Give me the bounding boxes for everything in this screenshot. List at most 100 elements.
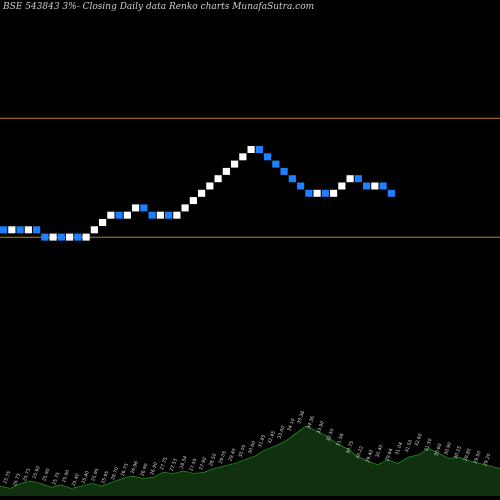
volume-label: 27.90 bbox=[198, 456, 208, 470]
renko-brick bbox=[330, 189, 338, 197]
renko-brick bbox=[239, 153, 247, 161]
renko-brick bbox=[148, 211, 156, 219]
volume-label: 34.36 bbox=[306, 415, 316, 429]
volume-label: 29.40 bbox=[365, 449, 375, 463]
volume-label: 25.90 bbox=[61, 469, 71, 483]
renko-brick bbox=[371, 182, 379, 190]
volume-label: 27.55 bbox=[188, 458, 198, 472]
renko-brick bbox=[198, 189, 206, 197]
volume-label: 29.20 bbox=[482, 453, 492, 467]
renko-brick bbox=[82, 233, 90, 241]
renko-brick bbox=[189, 197, 197, 205]
volume-label: 31.50 bbox=[404, 439, 414, 453]
renko-brick bbox=[222, 167, 230, 175]
renko-brick bbox=[165, 211, 173, 219]
volume-panel bbox=[0, 425, 500, 496]
renko-brick bbox=[132, 204, 140, 212]
volume-label: 32.50 bbox=[326, 428, 336, 442]
renko-brick bbox=[363, 182, 371, 190]
volume-label: 29.05 bbox=[218, 450, 228, 464]
volume-label: 28.34 bbox=[179, 455, 189, 469]
renko-brick bbox=[90, 226, 98, 234]
renko-brick bbox=[387, 189, 395, 197]
volume-label: 35.38 bbox=[296, 410, 306, 424]
volume-label: 30.40 bbox=[374, 444, 384, 458]
volume-label: 25.40 bbox=[71, 473, 81, 487]
volume-label: 31.04 bbox=[394, 441, 404, 455]
renko-brick bbox=[140, 204, 148, 212]
volume-label: 30.75 bbox=[345, 440, 355, 454]
renko-brick bbox=[321, 189, 329, 197]
volume-label: 29.64 bbox=[384, 448, 394, 462]
volume-label: 29.80 bbox=[463, 448, 473, 462]
renko-brick bbox=[346, 175, 354, 183]
renko-brick bbox=[313, 189, 321, 197]
renko-brick bbox=[99, 219, 107, 226]
volume-label: 25.95 bbox=[90, 468, 100, 482]
renko-brick bbox=[74, 233, 82, 241]
volume-label: 30.05 bbox=[237, 444, 247, 458]
renko-brick bbox=[16, 226, 24, 234]
renko-brick bbox=[49, 233, 57, 241]
volume-label: 32.60 bbox=[414, 433, 424, 447]
volume-label: 25.73 bbox=[22, 468, 32, 482]
volume-label: 30.22 bbox=[355, 445, 365, 459]
volume-label: 26.96 bbox=[130, 460, 140, 474]
volume-label: 31.50 bbox=[423, 438, 433, 452]
volume-label: 25.75 bbox=[2, 470, 12, 484]
renko-brick bbox=[305, 189, 313, 197]
volume-label: 26.70 bbox=[110, 466, 120, 480]
renko-brick bbox=[173, 211, 181, 219]
renko-brick bbox=[231, 160, 239, 168]
volume-label: 29.40 bbox=[228, 448, 238, 462]
volume-label: 29.50 bbox=[472, 450, 482, 464]
volume-label: 27.53 bbox=[169, 458, 179, 472]
volume-label: 25.40 bbox=[81, 470, 91, 484]
chart-title: BSE 543843 3%- Closing Daily data Renko … bbox=[3, 2, 315, 12]
volume-label: 25.90 bbox=[41, 468, 51, 482]
renko-brick bbox=[214, 175, 222, 183]
renko-brick bbox=[115, 211, 123, 219]
renko-brick bbox=[0, 226, 8, 234]
renko-brick bbox=[379, 182, 387, 190]
renko-brick bbox=[107, 211, 115, 219]
volume-label: 33.90 bbox=[316, 420, 326, 434]
renko-brick bbox=[280, 167, 288, 175]
renko-brick bbox=[338, 182, 346, 190]
reference-lines bbox=[0, 117, 500, 238]
renko-brick bbox=[41, 233, 49, 241]
volume-label: 30.25 bbox=[453, 445, 463, 459]
volume-label: 25.73 bbox=[12, 473, 22, 487]
renko-brick bbox=[66, 233, 74, 241]
volume-label: 34.10 bbox=[286, 418, 296, 432]
volume-label: 25.90 bbox=[32, 465, 42, 479]
volume-label: 30.60 bbox=[247, 440, 257, 454]
renko-brick bbox=[181, 204, 189, 212]
volume-label: 30.60 bbox=[433, 443, 443, 457]
renko-bricks bbox=[0, 146, 395, 241]
renko-brick bbox=[206, 182, 214, 190]
volume-area bbox=[0, 426, 500, 496]
renko-brick bbox=[354, 175, 362, 183]
volume-label: 28.50 bbox=[208, 453, 218, 467]
renko-brick bbox=[247, 146, 255, 153]
volume-label: 32.45 bbox=[267, 430, 277, 444]
renko-brick bbox=[24, 226, 32, 234]
renko-brick bbox=[33, 226, 41, 234]
renko-brick bbox=[272, 160, 280, 168]
renko-brick bbox=[57, 233, 65, 241]
volume-labels: 25.75 25.73 25.73 25.90 25.90 25.75 25.90 25.40… bbox=[2, 410, 492, 487]
renko-brick bbox=[255, 146, 263, 153]
volume-label: 26.73 bbox=[120, 463, 130, 477]
renko-brick bbox=[156, 211, 164, 219]
renko-brick bbox=[123, 211, 131, 219]
volume-label: 27.75 bbox=[159, 456, 169, 470]
renko-brick bbox=[8, 226, 16, 234]
renko-brick bbox=[297, 182, 305, 190]
volume-label: 31.58 bbox=[335, 433, 345, 447]
volume-label: 26.90 bbox=[139, 463, 149, 477]
volume-label: 26.90 bbox=[149, 461, 159, 475]
volume-label: 25.75 bbox=[51, 471, 61, 485]
volume-line bbox=[0, 425, 500, 489]
